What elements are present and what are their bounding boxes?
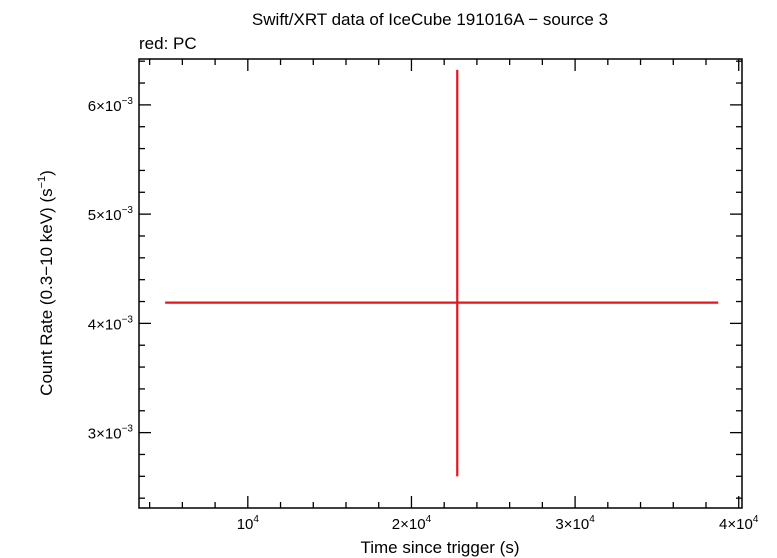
data-points xyxy=(165,69,719,477)
y-tick-label: 4×10−3 xyxy=(88,314,134,333)
y-tick-label: 5×10−3 xyxy=(88,205,134,224)
x-minor-ticks xyxy=(148,59,707,508)
y-tick-label-exponent: −3 xyxy=(122,314,134,325)
y-minor-ticks xyxy=(139,60,742,499)
y-tick-label-mantissa: 3×10 xyxy=(88,426,122,443)
y-tick-label: 3×10−3 xyxy=(88,424,134,443)
y-tick-label-mantissa: 6×10 xyxy=(88,98,122,115)
x-tick-label-mantissa: 3×10 xyxy=(555,516,589,533)
y-axis-label: Count Rate (0.3−10 keV) (s−1) xyxy=(36,170,56,396)
y-tick-label: 6×10−3 xyxy=(88,96,134,115)
x-tick-label-mantissa: 4×10 xyxy=(719,516,753,533)
x-tick-label-mantissa: 10 xyxy=(237,516,254,533)
x-tick-label: 4×104 xyxy=(719,514,759,533)
x-tick-label: 3×104 xyxy=(555,514,595,533)
x-axis-ticks: 104 2×104 3×104 4×104 xyxy=(237,59,759,533)
x-tick-label-exponent: 4 xyxy=(589,514,595,525)
x-axis-label: Time since trigger (s) xyxy=(360,538,519,557)
y-axis-label-exponent: −1 xyxy=(36,176,48,189)
x-tick-label-mantissa: 2×10 xyxy=(392,516,426,533)
series-legend-label: red: PC xyxy=(139,34,197,53)
y-tick-label-exponent: −3 xyxy=(122,205,134,216)
y-axis-label-main: Count Rate (0.3−10 keV) (s xyxy=(37,188,56,395)
y-tick-label-exponent: −3 xyxy=(122,424,134,435)
y-tick-label-mantissa: 4×10 xyxy=(88,316,122,333)
y-axis-label-close: ) xyxy=(37,170,56,176)
x-tick-label-exponent: 4 xyxy=(753,514,759,525)
y-tick-label-mantissa: 5×10 xyxy=(88,207,122,224)
x-tick-label: 2×104 xyxy=(392,514,432,533)
x-tick-label: 104 xyxy=(237,514,260,533)
y-axis-ticks: 3×10−34×10−35×10−36×10−3 xyxy=(88,96,742,443)
plot-frame xyxy=(138,58,743,509)
chart-title: Swift/XRT data of IceCube 191016A − sour… xyxy=(252,10,608,29)
x-tick-label-exponent: 4 xyxy=(253,514,259,525)
x-tick-label-exponent: 4 xyxy=(426,514,432,525)
y-tick-label-exponent: −3 xyxy=(122,96,134,107)
